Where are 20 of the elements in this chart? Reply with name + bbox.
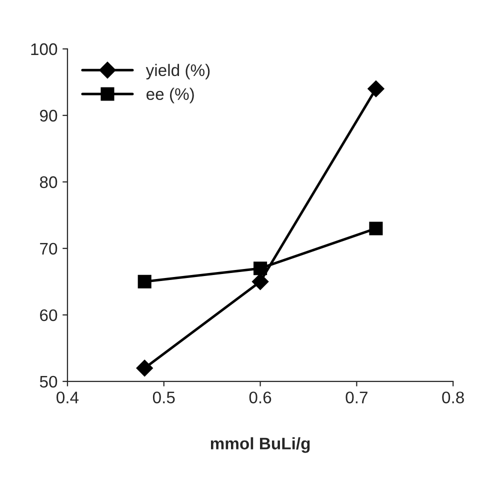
- x-axis-title: mmol BuLi/g: [210, 437, 310, 453]
- legend-label: yield (%): [146, 64, 210, 80]
- point: [138, 274, 152, 288]
- x-tick-label: 0.7: [346, 392, 368, 404]
- y-tick-label: 50: [40, 376, 58, 388]
- point: [254, 262, 268, 276]
- x-tick-label: 0.6: [249, 392, 272, 404]
- point: [368, 80, 384, 98]
- x-tick-label: 0.8: [442, 392, 464, 404]
- y-tick-label: 70: [40, 242, 58, 255]
- x-tick-label: 0.5: [152, 392, 175, 404]
- point: [136, 360, 153, 376]
- point: [252, 273, 269, 290]
- y-tick-label: 80: [40, 176, 58, 188]
- point: [369, 222, 383, 236]
- x-tick-label: 0.4: [56, 392, 79, 404]
- legend-label: ee (%): [146, 88, 194, 104]
- y-tick-label: 100: [31, 43, 58, 56]
- y-tick-label: 90: [40, 110, 58, 122]
- y-tick-label: 60: [40, 309, 58, 322]
